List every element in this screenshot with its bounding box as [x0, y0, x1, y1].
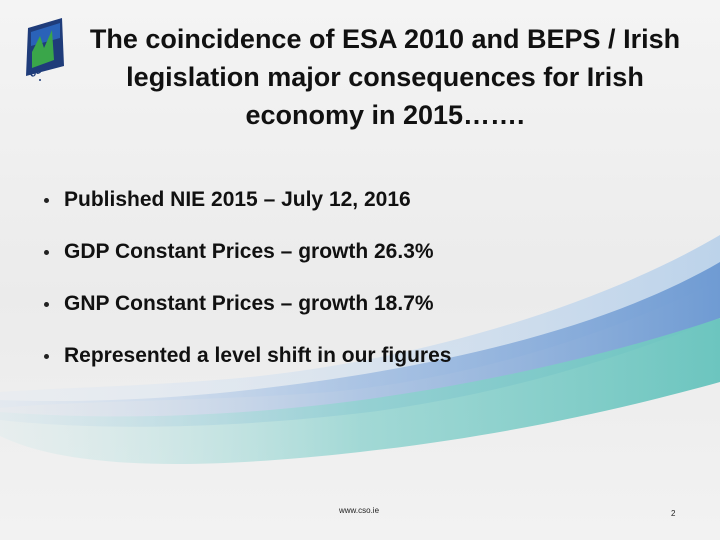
bullet-text: Represented a level shift in our figures: [64, 344, 452, 367]
bullet-list: Published NIE 2015 – July 12, 2016 GDP C…: [44, 182, 451, 390]
slide-title: The coincidence of ESA 2010 and BEPS / I…: [89, 24, 681, 130]
bullet-item: GDP Constant Prices – growth 26.3%: [44, 234, 451, 286]
page-number: 2: [671, 509, 676, 518]
footer-url[interactable]: www.cso.ie: [339, 506, 380, 515]
bullet-icon: [44, 302, 49, 307]
bullet-text: GNP Constant Prices – growth 18.7%: [64, 292, 434, 315]
bullet-item: Published NIE 2015 – July 12, 2016: [44, 182, 451, 234]
bullet-icon: [44, 354, 49, 359]
cso-logo: cso: [22, 14, 72, 84]
bullet-icon: [44, 250, 49, 255]
bullet-text: Published NIE 2015 – July 12, 2016: [64, 188, 411, 211]
bullet-icon: [44, 198, 49, 203]
bullet-text: GDP Constant Prices – growth 26.3%: [64, 240, 434, 263]
bullet-item: GNP Constant Prices – growth 18.7%: [44, 286, 451, 338]
bullet-item: Represented a level shift in our figures: [44, 338, 451, 390]
